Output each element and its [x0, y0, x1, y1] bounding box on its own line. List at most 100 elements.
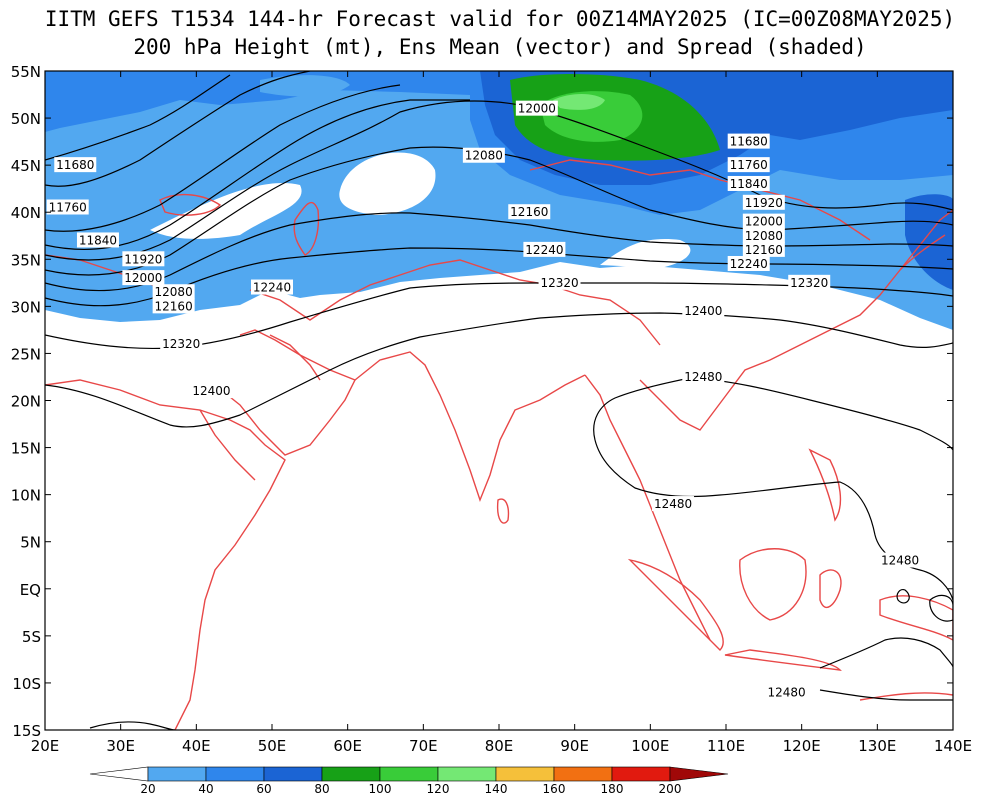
contour-12160 [45, 212, 953, 292]
lon-tick-label: 120E [783, 737, 821, 755]
lon-tick-label: 80E [485, 737, 514, 755]
contour-label: 11760 [730, 158, 768, 172]
contour-12480-far-south [819, 689, 953, 701]
china-border [529, 159, 871, 241]
contour-label-bg [742, 194, 785, 210]
borneo [739, 548, 807, 621]
colorbar-label: 40 [198, 782, 213, 796]
contour-label: 12320 [540, 276, 578, 290]
arabia-coast [214, 329, 356, 456]
contour-label: 11920 [124, 252, 162, 266]
colorbar-swatch [611, 766, 671, 782]
colorbar-label: 120 [427, 782, 450, 796]
contour-11760-west [45, 71, 311, 187]
colorbar-label: 20 [140, 782, 155, 796]
contour-label-bg [727, 133, 770, 149]
lat-tick-label: 15S [12, 722, 41, 740]
contour-label: 12480 [767, 685, 805, 699]
contour-12240 [45, 247, 953, 307]
lat-tick-label: 15N [11, 440, 41, 458]
lon-tick-label: 20E [31, 737, 60, 755]
contour-label-bg [727, 157, 770, 173]
contour-label-bg [152, 298, 195, 314]
colorbar-swatch [263, 766, 323, 782]
contour-label-bg [538, 274, 581, 290]
contour-label-bg [54, 157, 97, 173]
lat-tick-label: 55N [11, 63, 41, 81]
contour-label-bg [742, 227, 785, 243]
sumatra [627, 558, 724, 651]
contour-label-bg [190, 383, 233, 399]
spread-band-120-140 [553, 94, 605, 110]
black-sea [159, 193, 222, 216]
contour-label: 11920 [745, 196, 783, 210]
contour-12080 [45, 146, 953, 276]
africa-coast [45, 379, 286, 730]
colorbar-swatch [495, 766, 555, 782]
lon-tick-label: 50E [258, 737, 287, 755]
colorbar-swatch [379, 766, 439, 782]
colorbar-label: 180 [601, 782, 624, 796]
colorbar-label: 80 [314, 782, 329, 796]
contour-label-bg [76, 232, 119, 248]
contour-label-bg [742, 241, 785, 257]
contour-label-bg [515, 100, 558, 116]
sulawesi [819, 569, 842, 609]
lat-tick-label: 10S [12, 675, 41, 693]
spread-gap-1 [150, 183, 302, 239]
chart-title: IITM GEFS T1534 144-hr Forecast valid fo… [44, 7, 956, 31]
contour-label-bg [727, 255, 770, 271]
colorbar-label: 60 [256, 782, 271, 796]
contour-label: 12480 [881, 554, 919, 568]
new-guinea [879, 595, 953, 641]
contour-label: 11680 [730, 135, 768, 149]
contour-label-bg [152, 284, 195, 300]
spread-gap-5 [260, 75, 350, 97]
contour-label-bg [508, 204, 551, 220]
contour-label-bg [682, 368, 725, 384]
colorbar-swatch [553, 766, 613, 782]
colorbar: 20 40 60 80 100 120 140 160 180 200 [89, 766, 729, 796]
contour-label-bg [879, 552, 922, 568]
contour-label: 11760 [49, 201, 87, 215]
colorbar-low-arrow [89, 766, 149, 782]
contour-label: 12320 [790, 276, 828, 290]
lat-tick-label: 35N [11, 251, 41, 269]
spread-gap-4 [600, 239, 691, 268]
contour-label: 12160 [745, 243, 783, 257]
sri-lanka [496, 498, 510, 524]
contour-label: 12400 [684, 304, 722, 318]
contour-label-bg [788, 274, 831, 290]
contour-label-bg [251, 279, 293, 295]
contour-label-bg [46, 199, 89, 215]
lon-tick-label: 140E [934, 737, 972, 755]
contour-12400 [45, 312, 953, 428]
lon-tick-label: 110E [707, 737, 745, 755]
lat-tick-label: 30N [11, 298, 41, 316]
contour-label-bg [122, 251, 165, 267]
contour-label: 12000 [518, 102, 556, 116]
se-asia-coast [584, 374, 711, 641]
contour-label: 12160 [510, 205, 548, 219]
lat-tick-label: 10N [11, 487, 41, 505]
lat-tick-label: 20N [11, 393, 41, 411]
caspian-sea [293, 201, 320, 256]
lon-tick-label: 100E [631, 737, 669, 755]
australia [859, 692, 953, 701]
lon-tick-label: 40E [182, 737, 211, 755]
lat-tick-label: 40N [11, 204, 41, 222]
contour-label: 12320 [162, 337, 200, 351]
contour-label: 11840 [79, 233, 117, 247]
indochina-coast [639, 209, 953, 431]
contour-label: 12080 [155, 285, 193, 299]
contour-label-bg [765, 684, 808, 700]
contour-label: 12080 [465, 149, 503, 163]
contour-label: 12240 [730, 257, 768, 271]
contour-label-bg [682, 303, 725, 319]
chart-subtitle: 200 hPa Height (mt), Ens Mean (vector) a… [133, 35, 867, 59]
contour-label-bg [462, 147, 505, 163]
contour-label: 12000 [745, 215, 783, 229]
lon-tick-label: 70E [409, 737, 438, 755]
contour-12480-north [593, 377, 953, 451]
